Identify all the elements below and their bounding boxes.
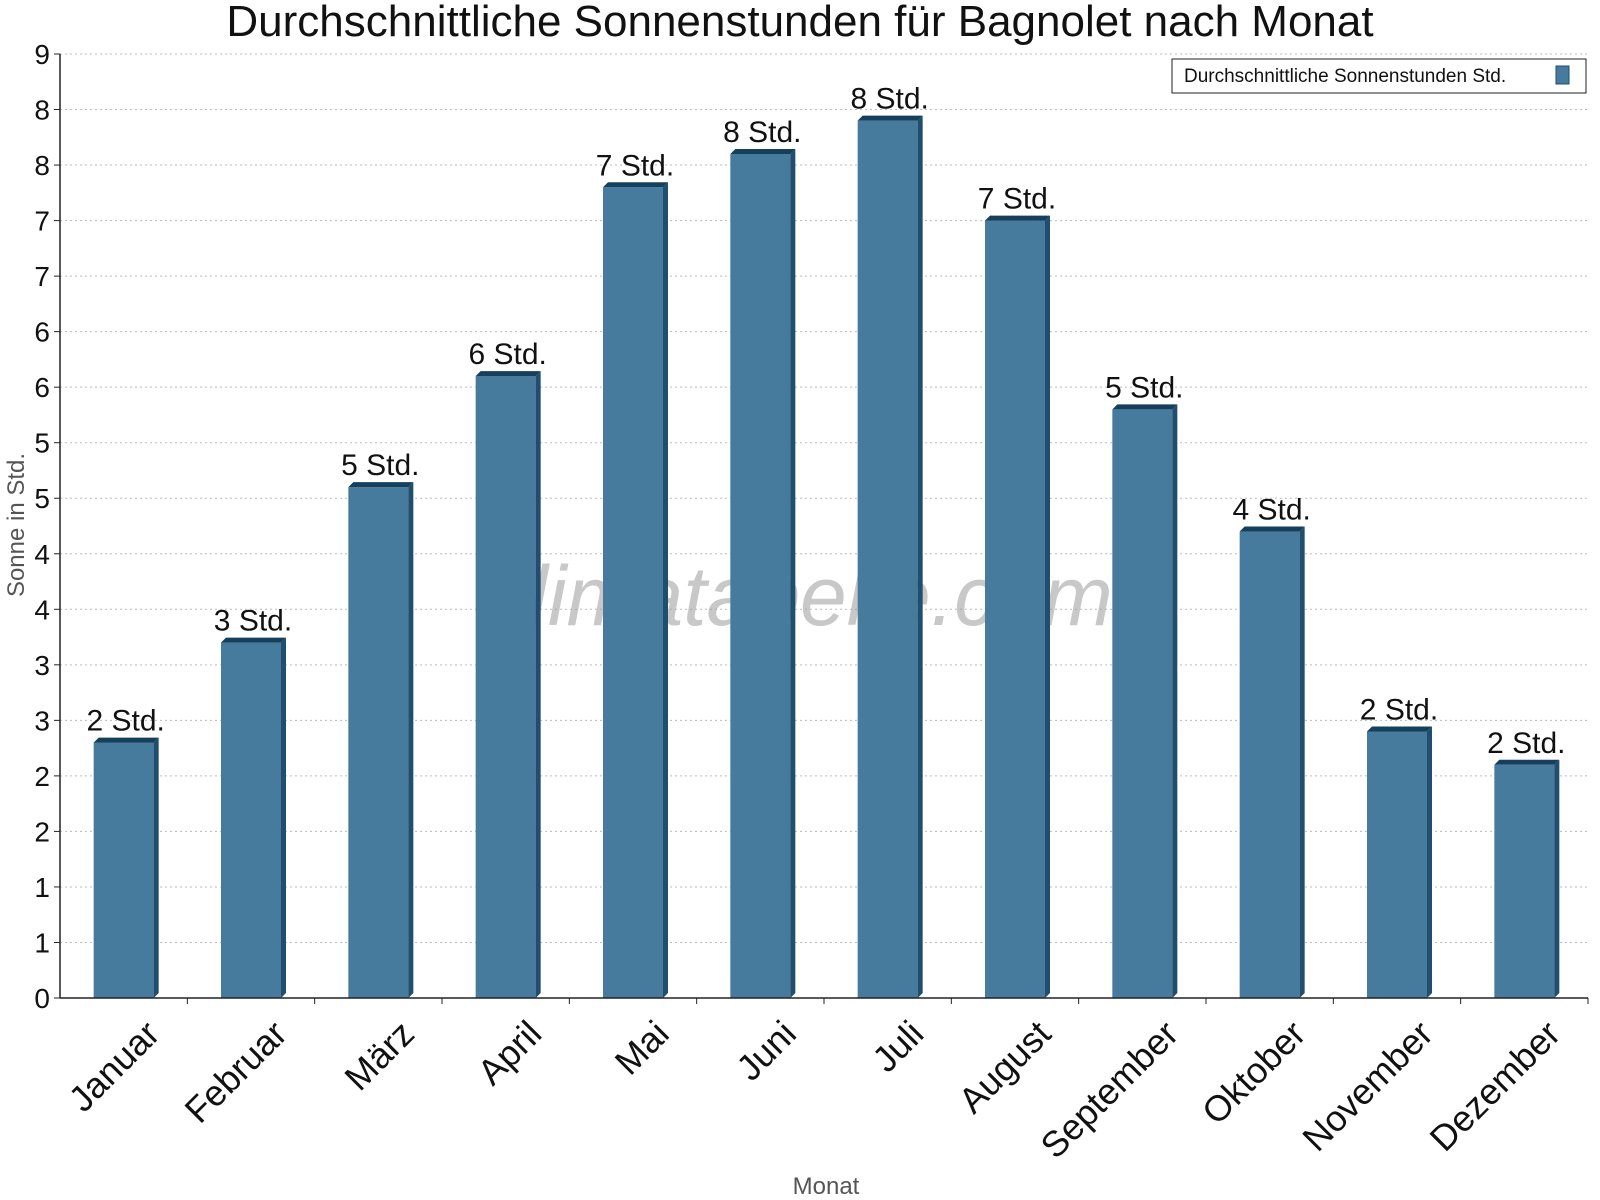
x-tick-label: August <box>950 1013 1058 1121</box>
bar-top <box>1367 726 1432 732</box>
x-tick-label: Februar <box>177 1013 295 1131</box>
y-tick-label: 7 <box>34 261 50 292</box>
data-label: 2 Std. <box>1360 693 1438 726</box>
data-label: 7 Std. <box>978 183 1056 216</box>
bar-side <box>917 115 923 998</box>
bar-side <box>281 637 286 998</box>
bar <box>1494 764 1555 998</box>
bar <box>730 153 791 998</box>
x-tick-label: April <box>469 1013 549 1093</box>
y-tick-label: 5 <box>34 428 50 459</box>
legend-label: Durchschnittliche Sonnenstunden Std. <box>1184 66 1506 87</box>
grid <box>60 53 1588 943</box>
bar-top <box>348 482 414 488</box>
bar <box>1112 409 1173 998</box>
data-label: 2 Std. <box>86 705 164 738</box>
x-tick-label: November <box>1294 1013 1440 1159</box>
y-tick-label: 4 <box>34 594 50 625</box>
bar-top <box>475 371 541 377</box>
bar-top <box>221 637 286 643</box>
x-tick-label: Oktober <box>1194 1013 1314 1133</box>
y-tick-label: 2 <box>34 816 50 847</box>
bars: 2 Std. 3 Std. 5 Std. 6 Std. 7 Std. 8 Std. 8 St… <box>86 83 1566 999</box>
data-label: 5 Std. <box>1105 371 1183 404</box>
y-tick-label: 7 <box>34 206 50 237</box>
x-tick-label: März <box>336 1013 422 1099</box>
legend-box <box>1171 58 1587 94</box>
y-axis-title: Sonne in Std. <box>3 453 30 597</box>
bar-side <box>153 737 159 998</box>
x-tick-label: Januar <box>60 1013 167 1120</box>
bar-top <box>730 148 796 154</box>
x-tick-label: Dezember <box>1422 1013 1568 1159</box>
data-label: 7 Std. <box>596 149 674 182</box>
legend-swatch <box>1555 65 1570 85</box>
data-label: 4 Std. <box>1232 494 1310 527</box>
bar-top <box>985 215 1050 221</box>
chart-title: Durchschnittliche Sonnenstunden für Bagn… <box>226 0 1373 46</box>
y-tick-label: 4 <box>34 539 50 570</box>
bar-side <box>1427 726 1432 998</box>
bar <box>603 187 663 999</box>
x-tick-label: Juli <box>864 1013 931 1080</box>
bar-side <box>1045 215 1050 998</box>
bar-top <box>93 737 159 743</box>
bar-side <box>408 482 414 999</box>
data-label: 3 Std. <box>214 605 292 638</box>
x-tick-label: Juni <box>728 1013 804 1089</box>
y-tick-label: 3 <box>34 650 50 681</box>
y-ticks: 0 1 1 2 2 3 3 4 4 5 5 6 6 7 7 8 8 9 <box>34 39 60 1014</box>
bar-side <box>535 371 541 999</box>
bar <box>857 120 918 998</box>
data-label: 8 Std. <box>850 83 928 116</box>
bar-top <box>603 182 668 188</box>
y-tick-label: 6 <box>34 317 50 348</box>
bar-top <box>1239 526 1305 532</box>
legend: Durchschnittliche Sonnenstunden Std. <box>1171 58 1587 94</box>
bar <box>93 742 154 998</box>
bar-top <box>857 115 923 121</box>
y-tick-label: 1 <box>34 927 50 958</box>
data-label: 5 Std. <box>341 449 419 482</box>
y-tick-label: 9 <box>34 39 50 70</box>
data-label: 2 Std. <box>1487 727 1565 760</box>
bar-top <box>1112 404 1178 410</box>
axes <box>59 54 1588 999</box>
y-tick-label: 2 <box>34 761 50 792</box>
bar <box>475 376 536 999</box>
bar-side <box>1172 404 1178 998</box>
bar-side <box>1554 759 1560 998</box>
y-tick-label: 1 <box>34 872 50 903</box>
bar-side <box>1299 526 1305 998</box>
bar <box>348 487 409 998</box>
bar-side <box>663 182 668 999</box>
bar-top <box>1494 759 1560 765</box>
y-tick-label: 6 <box>34 372 50 403</box>
y-tick-label: 8 <box>34 95 50 126</box>
y-tick-label: 8 <box>34 150 50 181</box>
x-tick-label: September <box>1032 1013 1186 1167</box>
y-tick-label: 3 <box>34 705 50 736</box>
x-tick-label: Mai <box>607 1013 677 1083</box>
data-label: 6 Std. <box>468 338 546 371</box>
x-ticks: Januar Februar März April Mai Juni Juli AugustS… <box>60 998 1589 1167</box>
bar <box>221 642 281 998</box>
x-axis-title: Monat <box>793 1173 860 1200</box>
y-tick-label: 0 <box>34 983 50 1014</box>
bar-side <box>790 148 796 998</box>
y-tick-label: 5 <box>34 483 50 514</box>
bar <box>1367 731 1427 998</box>
bar <box>985 220 1045 998</box>
data-label: 8 Std. <box>723 116 801 149</box>
bar <box>1239 531 1300 998</box>
